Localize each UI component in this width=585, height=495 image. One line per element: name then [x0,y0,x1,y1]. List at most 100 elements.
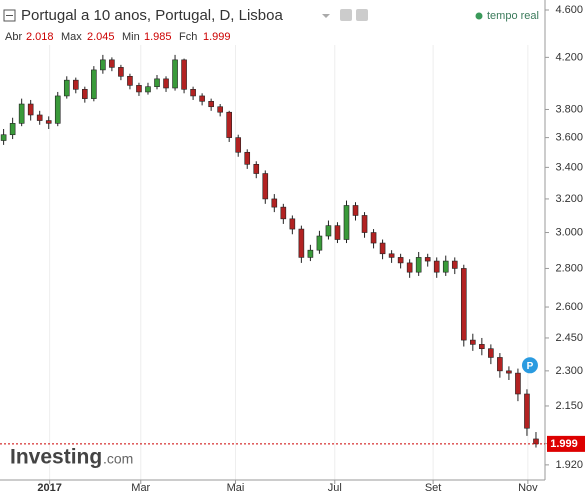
candle-body [352,205,359,216]
candle-body [533,438,539,445]
ohlc-label: Max [61,31,82,43]
candle-body [0,134,7,141]
ohlc-label: Fch [179,31,197,43]
candle-body [244,151,251,165]
candle-body [127,75,133,86]
candle-body [36,114,43,121]
candle-body [208,101,214,108]
logo-suffix: .com [103,451,133,467]
y-tick-label: 2.800 [555,262,583,274]
candle-body [136,85,142,93]
x-tick-label: Mai [227,482,245,494]
x-tick-label: Set [425,482,442,494]
candle-body [497,357,503,372]
candle-body [100,59,106,71]
candle-body [479,344,485,349]
candle-body [406,262,413,273]
candle-body [298,228,305,258]
candle-body [262,173,269,200]
ohlc-value: 1.985 [144,31,172,43]
settings-icon[interactable] [356,9,368,21]
event-marker [521,357,538,374]
status: tempo real [487,10,539,22]
candle-body [18,103,25,124]
logo: Investing .com [10,446,133,469]
candle-body [379,242,386,255]
y-tick-label: 3.400 [555,161,583,173]
chart-title: Portugal a 10 anos, Portugal, D, Lisboa [21,7,283,24]
candle-body [506,370,512,374]
candle-body [442,260,449,273]
candle-body [82,89,88,99]
candle-body [460,268,467,341]
logo-text: Investing [10,446,102,469]
last-price-badge [547,435,585,452]
candle-body [271,198,278,208]
y-tick-label: 3.800 [555,103,583,115]
x-tick-label: Jul [328,482,342,494]
candle-body [488,348,494,358]
candle-body [63,79,70,97]
candle-body [524,393,530,429]
candle-body [316,235,323,251]
candle-body [72,79,79,90]
candle-body [27,103,34,116]
ohlc-value: 1.999 [203,31,231,43]
candle-body [361,215,368,233]
candle-body [154,78,160,87]
candle-body [181,59,187,90]
candle-body [343,205,350,240]
candle-body [145,86,151,93]
candle-body [226,111,232,138]
candle-body [370,232,377,244]
candle-body [397,257,404,264]
last-price-label: 1.999 [550,438,578,450]
y-tick-label: 4.200 [555,51,583,63]
collapse-icon[interactable] [3,9,16,22]
candle-body [163,78,169,89]
candle-body [388,253,395,258]
y-tick-label: 3.600 [555,132,583,144]
y-tick-label: 4.600 [555,4,583,16]
y-tick-label: 2.150 [555,400,583,412]
candle-body [199,95,205,102]
settings-icon[interactable] [340,9,352,21]
dropdown-arrow[interactable] [322,14,330,18]
ohlc-label: Min [122,31,140,43]
candle-body [253,164,260,174]
header: Portugal a 10 anos, Portugal, D, Lisboa … [3,7,539,43]
y-tick-label: 2.600 [555,301,583,313]
candle-body [424,257,431,262]
candle-body [9,123,16,136]
candle-body [470,339,476,345]
candle-body [45,120,52,124]
y-tick-label: 3.000 [555,226,583,238]
x-tick-label: Nov [518,482,538,494]
y-tick-label: 2.300 [555,365,583,377]
candle-body [325,225,332,237]
candle-body [91,69,97,99]
candle-body [109,59,115,68]
ohlc-value: 2.045 [87,31,115,43]
y-tick-label: 2.450 [555,332,583,344]
x-tick-label: 2017 [37,482,61,494]
candle-body [190,89,196,97]
x-tick-label: Mar [131,482,150,494]
candle-body [334,225,341,240]
candle-body [415,257,422,273]
candle-body [280,206,287,220]
candle-body [433,260,440,273]
y-tick-label: 1.920 [555,459,583,471]
candle-body [172,59,178,89]
candle-body [217,106,223,113]
ohlc-label: Abr [5,31,22,43]
candle-body [235,137,242,153]
ohlc-value: 2.018 [26,31,54,43]
y-tick-label: 3.200 [555,193,583,205]
event-marker-label: P [527,361,534,372]
candle-body [289,218,296,230]
candle-body [515,372,521,395]
